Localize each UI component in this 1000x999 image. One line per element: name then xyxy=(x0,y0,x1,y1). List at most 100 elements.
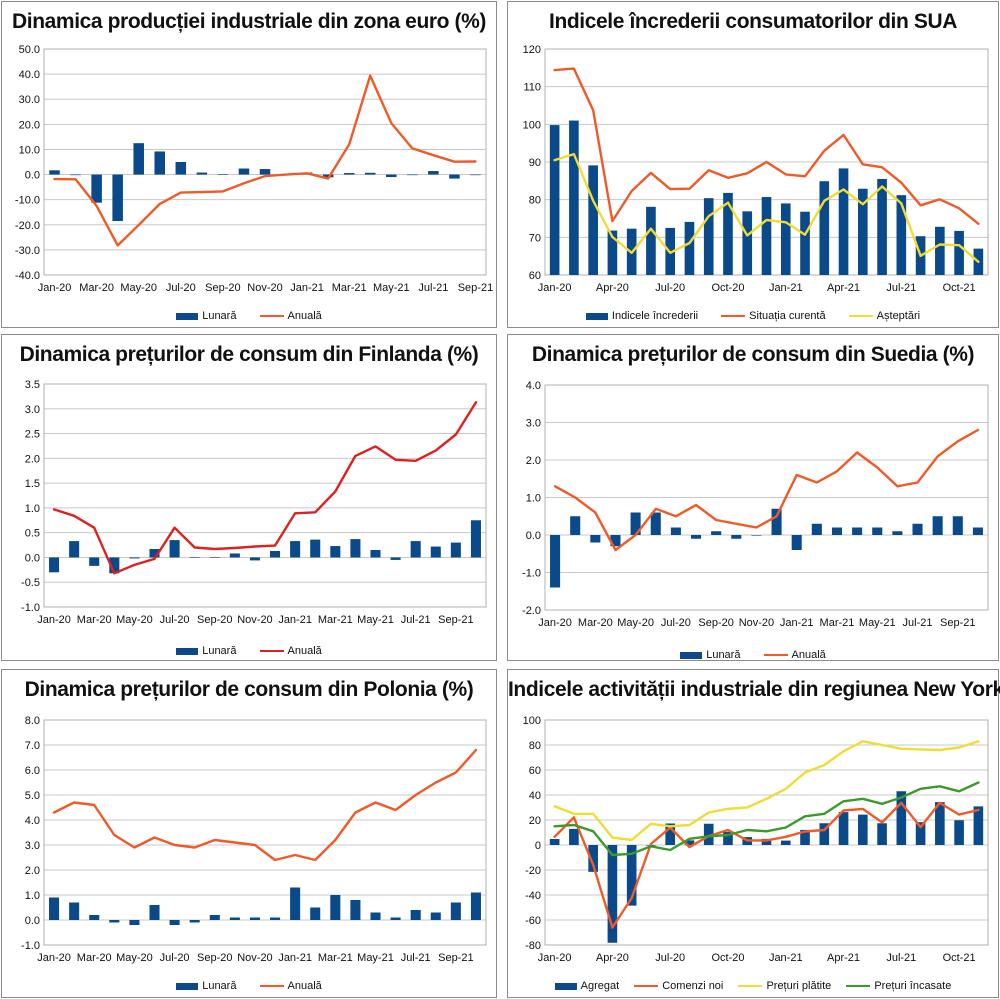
bar xyxy=(761,197,772,275)
bar xyxy=(470,520,481,558)
bar xyxy=(189,556,200,558)
legend-swatch-line xyxy=(848,315,873,318)
bar xyxy=(607,845,618,943)
bar xyxy=(550,535,561,588)
x-tick-label: Mar-20 xyxy=(79,282,114,294)
y-tick-label: -60 xyxy=(525,915,541,927)
bar xyxy=(407,174,418,176)
y-tick-label: 70 xyxy=(529,232,541,244)
x-tick-label: Oct-20 xyxy=(711,282,744,294)
x-tick-label: Sep-21 xyxy=(940,617,975,629)
series-line xyxy=(553,428,980,552)
legend-swatch-line xyxy=(721,315,746,318)
y-tick-label: -20 xyxy=(525,865,541,877)
y-tick-label: 1.0 xyxy=(25,890,40,902)
bar xyxy=(428,171,439,175)
x-tick-label: Jul-21 xyxy=(886,952,916,964)
y-tick-label: 0 xyxy=(535,840,541,852)
bar xyxy=(723,831,733,845)
legend-label: Prețuri plătite xyxy=(766,980,832,993)
bar xyxy=(703,198,714,275)
x-tick-label: May-20 xyxy=(120,282,157,294)
x-tick-label: Jan-20 xyxy=(37,952,71,964)
bar xyxy=(570,516,581,535)
bar xyxy=(751,535,762,536)
chart-title: Dinamica prețurilor de consum din Suedia… xyxy=(531,343,975,366)
bar xyxy=(470,174,481,176)
x-tick-label: Jan-20 xyxy=(538,617,572,629)
bar xyxy=(249,917,260,920)
legend-label: Prețuri încasate xyxy=(874,980,952,993)
bar xyxy=(449,174,460,179)
bar xyxy=(330,546,341,558)
legend-item-line-1: Anuală xyxy=(259,980,322,992)
y-tick-label: 8.0 xyxy=(25,715,40,727)
bar xyxy=(209,915,220,920)
chart-panel-us-consumer-confidence: Indicele încrederii consumatorilor din S… xyxy=(507,1,999,328)
y-tick-label: 110 xyxy=(523,82,541,94)
x-tick-label: Sep-21 xyxy=(438,614,473,626)
legend-label: Anuală xyxy=(791,649,826,662)
bar xyxy=(610,535,621,547)
bar xyxy=(935,226,945,275)
y-tick-label: -30.0 xyxy=(15,245,40,257)
bar xyxy=(569,828,579,845)
y-tick-label: 1.0 xyxy=(526,493,541,505)
legend-swatch-bar xyxy=(176,312,199,320)
y-tick-label: -2.0 xyxy=(522,605,541,617)
x-tick-label: Jul-20 xyxy=(160,952,190,964)
y-tick-label: 120 xyxy=(523,44,541,56)
y-tick-label: 0.0 xyxy=(25,915,40,927)
bar xyxy=(912,523,923,535)
bar xyxy=(684,221,695,275)
x-tick-label: Mar-21 xyxy=(332,282,367,294)
y-tick-label: 10.0 xyxy=(19,144,40,156)
y-tick-label: 2.0 xyxy=(526,455,541,467)
x-tick-label: May-21 xyxy=(373,282,410,294)
bar xyxy=(872,527,883,535)
bar xyxy=(196,172,208,175)
x-tick-label: Jan-21 xyxy=(290,282,324,294)
bar xyxy=(229,553,240,558)
bar xyxy=(877,178,887,275)
legend-item-line-1: Anuală xyxy=(259,645,322,657)
chart-legend: Lunară Anuală xyxy=(2,980,496,992)
x-tick-label: Apr-20 xyxy=(596,952,629,964)
bar xyxy=(877,823,887,845)
chart-title: Indicele încrederii consumatorilor din S… xyxy=(549,10,957,33)
bar xyxy=(450,542,461,558)
bar xyxy=(935,802,945,845)
bar xyxy=(690,535,702,539)
legend-label: Situația curentă xyxy=(749,310,826,323)
x-tick-label: Mar-20 xyxy=(77,614,112,626)
chart-legend: Lunară Anuală xyxy=(508,649,998,661)
bar xyxy=(972,527,983,535)
bar xyxy=(646,206,656,275)
legend-swatch-bar xyxy=(176,982,199,990)
x-tick-label: Jan-20 xyxy=(538,952,572,964)
x-tick-label: Sep-21 xyxy=(438,952,473,964)
y-tick-label: -1.0 xyxy=(21,940,40,952)
bar xyxy=(626,845,637,906)
bar xyxy=(742,211,753,275)
bar xyxy=(819,181,830,275)
bar xyxy=(169,920,180,925)
bar xyxy=(270,917,281,920)
bar xyxy=(290,541,301,558)
y-tick-label: 0.0 xyxy=(25,170,40,182)
bar xyxy=(310,907,321,920)
legend-swatch-line xyxy=(634,985,659,988)
x-tick-label: Nov-20 xyxy=(739,617,774,629)
legend-item-line-1: Situația curentă xyxy=(721,310,826,323)
bar xyxy=(954,820,964,845)
bar xyxy=(590,535,601,543)
x-tick-label: Apr-21 xyxy=(827,282,860,294)
y-tick-label: 30.0 xyxy=(19,94,40,106)
bar xyxy=(857,814,868,845)
chart-panel-sweden-cpi: Dinamica prețurilor de consum din Suedia… xyxy=(507,334,999,661)
x-tick-label: Jan-21 xyxy=(780,617,814,629)
y-tick-label: 0.0 xyxy=(526,530,541,542)
bar xyxy=(310,539,321,558)
bar xyxy=(607,230,618,275)
legend-swatch-line xyxy=(738,985,763,988)
